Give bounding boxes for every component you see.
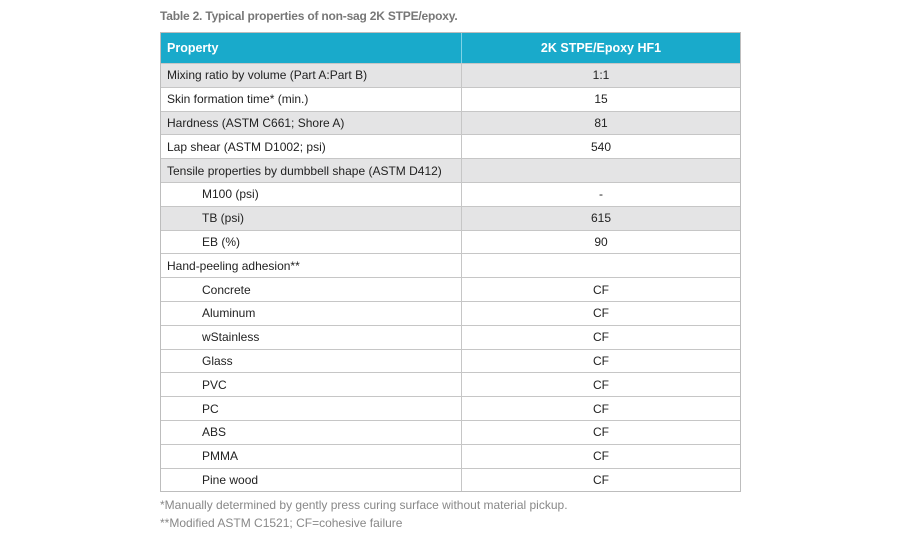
property-cell: Hardness (ASTM C661; Shore A) [161,111,462,135]
footnote: *Manually determined by gently press cur… [160,498,568,512]
footnote: **Modified ASTM C1521; CF=cohesive failu… [160,516,403,530]
value-cell: CF [593,472,609,487]
table-row: PC CF [161,396,740,420]
property-cell: wStainless [161,325,462,349]
table-row: TB (psi) 615 [161,205,740,230]
table-row: PVC CF [161,372,740,397]
property-cell: TB (psi) [161,206,462,230]
value-cell: CF [593,306,609,321]
header-cell: 2K STPE/Epoxy HF1 [540,41,662,55]
property-cell: Aluminum [161,301,462,325]
value-cell: CF [593,330,609,345]
value-cell: - [599,187,603,202]
property-cell: Mixing ratio by volume (Part A:Part B) [161,64,462,87]
property-cell: ABS [161,420,462,444]
property-cell: PC [161,397,462,420]
property-cell: PVC [161,373,462,397]
property-cell: Hand-peeling adhesion** [161,254,462,278]
value-cell: 615 [590,211,612,226]
table-title: Table 2. Typical properties of non-sag 2… [160,9,458,23]
table-row: Lap shear (ASTM D1002; psi) 540 [161,134,740,159]
property-cell: Glass [161,349,462,373]
value-cell: CF [593,353,609,368]
value-cell [462,159,740,182]
value-cell: 81 [594,115,608,130]
table-row: Mixing ratio by volume (Part A:Part B) 1:… [161,63,740,87]
header-cell: Property [161,33,462,63]
property-cell: Lap shear (ASTM D1002; psi) [161,135,462,159]
table-row: Skin formation time* (min.) 15 [161,86,740,111]
value-cell: 15 [594,92,608,107]
table-row: EB (%) 90 [161,229,740,254]
value-cell: CF [593,449,609,464]
table-row: Tensile properties by dumbbell shape (AS… [161,158,740,182]
value-cell: 90 [594,234,608,249]
property-cell: EB (%) [161,230,462,254]
table-row: Pine wood CF [161,467,740,492]
table-row: Hand-peeling adhesion** [161,253,740,278]
value-cell: 1:1 [592,68,610,83]
table-row: Glass CF [161,348,740,373]
property-cell: Skin formation time* (min.) [161,87,462,111]
value-cell: CF [593,282,609,297]
table: Property 2K STPE/Epoxy HF1 Mixing ratio by… [160,32,741,493]
table-row: Concrete CF [161,277,740,301]
property-cell: Tensile properties by dumbbell shape (AS… [161,159,462,182]
table-row: M100 (psi) - [161,181,740,206]
value-cell: 540 [590,139,612,154]
value-cell [462,254,740,277]
property-cell: M100 (psi) [161,182,462,206]
property-cell: Concrete [161,278,462,301]
table-row: Aluminum CF [161,300,740,325]
value-cell: CF [593,401,609,416]
header-row: Property 2K STPE/Epoxy HF1 [161,33,740,63]
property-cell: Pine wood [161,468,462,492]
table-row: wStainless CF [161,324,740,349]
table-row: ABS CF [161,419,740,444]
table-row: PMMA CF [161,443,740,468]
value-cell: CF [593,377,609,392]
property-cell: PMMA [161,444,462,468]
table-row: Hardness (ASTM C661; Shore A) 81 [161,110,740,135]
value-cell: CF [593,425,609,440]
